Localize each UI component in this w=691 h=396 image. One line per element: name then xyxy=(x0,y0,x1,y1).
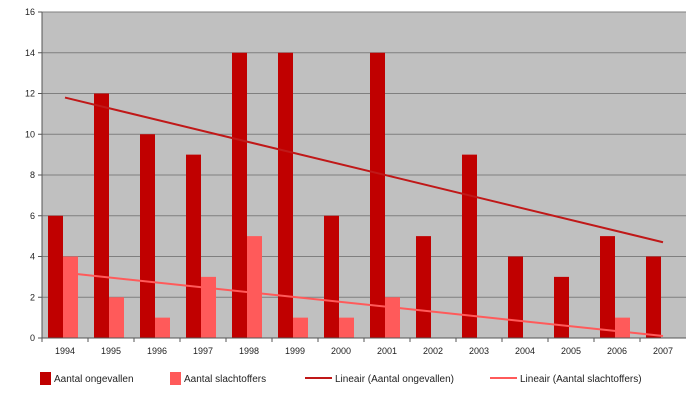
y-tick-label: 4 xyxy=(30,252,35,262)
y-tick-label: 2 xyxy=(30,292,35,302)
x-tick-label: 2001 xyxy=(377,346,397,356)
bar-aantal-ongevallen xyxy=(554,276,569,338)
bar-aantal-ongevallen xyxy=(186,154,201,338)
x-tick-label: 2007 xyxy=(653,346,673,356)
trendline-aantal-ongevallen xyxy=(64,96,664,244)
bar-aantal-ongevallen xyxy=(600,236,615,338)
x-tick-label: 2000 xyxy=(331,346,351,356)
bar-aantal-slachtoffers xyxy=(339,317,354,338)
bar-aantal-ongevallen xyxy=(278,52,293,338)
legend-label: Aantal slachtoffers xyxy=(184,374,266,385)
x-tick-label: 1998 xyxy=(239,346,259,356)
x-axis-ticks: 1994 1995 1996 1997 1998 1999 2000 2001 2002 2003… xyxy=(41,338,673,356)
bar-aantal-ongevallen xyxy=(462,154,477,338)
bar-aantal-ongevallen xyxy=(508,256,523,338)
y-tick-label: 16 xyxy=(25,7,35,17)
bar-aantal-slachtoffers xyxy=(293,317,308,338)
y-tick-label: 10 xyxy=(25,129,35,139)
legend-item-aantal-ongevallen: Aantal ongevallen xyxy=(40,372,134,385)
legend-label: Lineair (Aantal slachtoffers) xyxy=(520,374,642,385)
legend-label: Aantal ongevallen xyxy=(54,374,134,385)
y-tick-label: 12 xyxy=(25,89,35,99)
legend-item-lineair-slachtoffers: Lineair (Aantal slachtoffers) xyxy=(490,374,642,385)
bar-aantal-ongevallen xyxy=(232,52,247,338)
bar-aantal-ongevallen xyxy=(94,93,109,338)
trendline-aantal-slachtoffers xyxy=(64,271,664,337)
x-tick-label: 1997 xyxy=(193,346,213,356)
y-tick-label: 6 xyxy=(30,211,35,221)
bar-aantal-slachtoffers xyxy=(63,256,78,338)
x-tick-label: 1995 xyxy=(101,346,121,356)
bar-aantal-slachtoffers xyxy=(385,297,400,338)
bar-aantal-slachtoffers xyxy=(615,317,630,338)
bar-aantal-slachtoffers xyxy=(201,276,216,338)
legend-item-aantal-slachtoffers: Aantal slachtoffers xyxy=(170,372,266,385)
bar-aantal-slachtoffers xyxy=(247,236,262,338)
x-tick-label: 2006 xyxy=(607,346,627,356)
legend-swatch xyxy=(40,372,51,385)
bar-aantal-ongevallen xyxy=(140,134,155,338)
bar-aantal-slachtoffers xyxy=(109,297,124,338)
legend-label: Lineair (Aantal ongevallen) xyxy=(335,374,454,385)
y-tick-label: 14 xyxy=(25,48,35,58)
bar-aantal-ongevallen xyxy=(416,236,431,338)
x-tick-label: 2002 xyxy=(423,346,443,356)
y-axis-ticks: 0 2 4 6 8 10 12 14 16 xyxy=(25,7,42,343)
x-tick-label: 2003 xyxy=(469,346,489,356)
bar-aantal-ongevallen xyxy=(370,52,385,338)
trendlines xyxy=(64,96,664,337)
bar-aantal-ongevallen xyxy=(48,215,63,338)
y-tick-label: 0 xyxy=(30,333,35,343)
x-tick-label: 1999 xyxy=(285,346,305,356)
legend: Aantal ongevallen Aantal slachtoffers Line… xyxy=(40,372,642,385)
legend-item-lineair-ongevallen: Lineair (Aantal ongevallen) xyxy=(305,374,454,385)
bar-aantal-ongevallen xyxy=(324,215,339,338)
x-tick-label: 1994 xyxy=(55,346,75,356)
x-tick-label: 1996 xyxy=(147,346,167,356)
x-tick-label: 2004 xyxy=(515,346,535,356)
bar-aantal-ongevallen xyxy=(646,256,661,338)
bar-aantal-slachtoffers xyxy=(155,317,170,338)
x-tick-label: 2005 xyxy=(561,346,581,356)
legend-swatch xyxy=(170,372,181,385)
y-tick-label: 8 xyxy=(30,170,35,180)
